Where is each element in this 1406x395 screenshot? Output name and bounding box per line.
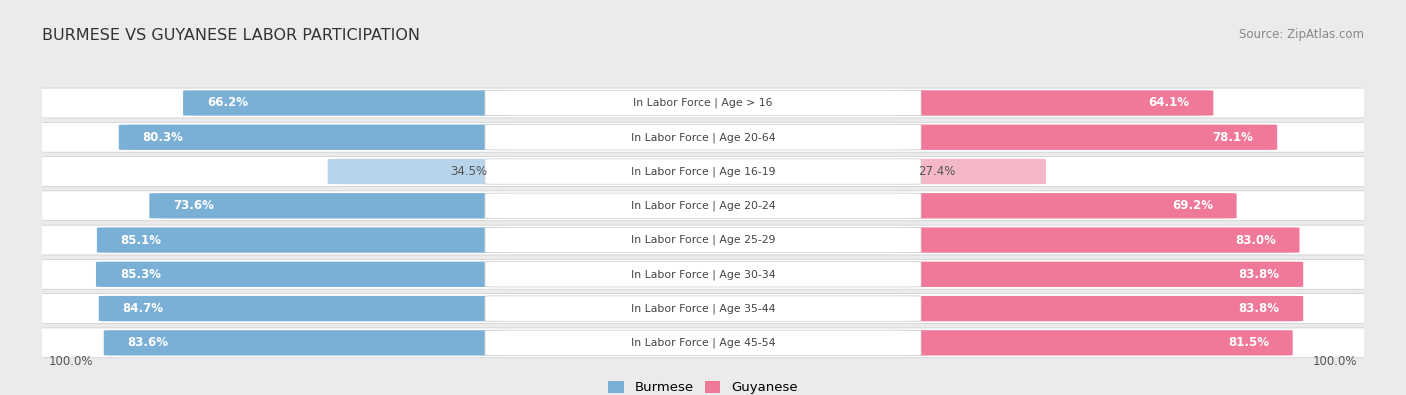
Text: 27.4%: 27.4%	[918, 165, 956, 178]
FancyBboxPatch shape	[485, 261, 921, 287]
FancyBboxPatch shape	[30, 88, 1376, 118]
Text: 83.8%: 83.8%	[1239, 268, 1279, 281]
FancyBboxPatch shape	[894, 261, 1303, 287]
FancyBboxPatch shape	[485, 228, 921, 253]
FancyBboxPatch shape	[485, 296, 921, 321]
FancyBboxPatch shape	[894, 228, 1299, 253]
Text: In Labor Force | Age 25-29: In Labor Force | Age 25-29	[631, 235, 775, 245]
Text: 81.5%: 81.5%	[1227, 336, 1268, 349]
FancyBboxPatch shape	[485, 159, 921, 184]
Text: In Labor Force | Age 30-34: In Labor Force | Age 30-34	[631, 269, 775, 280]
FancyBboxPatch shape	[894, 193, 1237, 218]
Text: 78.1%: 78.1%	[1212, 131, 1253, 144]
Text: 83.8%: 83.8%	[1239, 302, 1279, 315]
FancyBboxPatch shape	[30, 260, 1376, 289]
Text: 66.2%: 66.2%	[207, 96, 247, 109]
Text: 100.0%: 100.0%	[49, 355, 93, 368]
FancyBboxPatch shape	[328, 159, 512, 184]
FancyBboxPatch shape	[30, 293, 1376, 324]
Text: 84.7%: 84.7%	[122, 302, 163, 315]
Text: 83.6%: 83.6%	[128, 336, 169, 349]
FancyBboxPatch shape	[96, 261, 512, 287]
FancyBboxPatch shape	[30, 122, 1376, 152]
FancyBboxPatch shape	[98, 296, 512, 321]
Text: Source: ZipAtlas.com: Source: ZipAtlas.com	[1239, 28, 1364, 41]
Text: 83.0%: 83.0%	[1234, 233, 1275, 246]
Text: 73.6%: 73.6%	[173, 199, 214, 212]
FancyBboxPatch shape	[894, 296, 1303, 321]
FancyBboxPatch shape	[30, 156, 1376, 186]
FancyBboxPatch shape	[30, 191, 1376, 221]
Text: 64.1%: 64.1%	[1149, 96, 1189, 109]
FancyBboxPatch shape	[30, 328, 1376, 358]
FancyBboxPatch shape	[149, 193, 512, 218]
Text: In Labor Force | Age 20-24: In Labor Force | Age 20-24	[631, 201, 775, 211]
Text: In Labor Force | Age 20-64: In Labor Force | Age 20-64	[631, 132, 775, 143]
FancyBboxPatch shape	[485, 90, 921, 116]
Text: In Labor Force | Age 16-19: In Labor Force | Age 16-19	[631, 166, 775, 177]
Text: 69.2%: 69.2%	[1171, 199, 1213, 212]
Text: In Labor Force | Age 45-54: In Labor Force | Age 45-54	[631, 338, 775, 348]
Text: 85.1%: 85.1%	[121, 233, 162, 246]
FancyBboxPatch shape	[894, 159, 1046, 184]
Text: 80.3%: 80.3%	[142, 131, 183, 144]
FancyBboxPatch shape	[183, 90, 512, 116]
Text: BURMESE VS GUYANESE LABOR PARTICIPATION: BURMESE VS GUYANESE LABOR PARTICIPATION	[42, 28, 420, 43]
FancyBboxPatch shape	[30, 225, 1376, 255]
Text: 34.5%: 34.5%	[450, 165, 488, 178]
FancyBboxPatch shape	[118, 124, 512, 150]
Legend: Burmese, Guyanese: Burmese, Guyanese	[603, 376, 803, 395]
FancyBboxPatch shape	[485, 193, 921, 218]
FancyBboxPatch shape	[104, 330, 512, 356]
Text: 100.0%: 100.0%	[1313, 355, 1357, 368]
Text: In Labor Force | Age 35-44: In Labor Force | Age 35-44	[631, 303, 775, 314]
FancyBboxPatch shape	[894, 90, 1213, 116]
FancyBboxPatch shape	[485, 330, 921, 356]
FancyBboxPatch shape	[97, 228, 512, 253]
FancyBboxPatch shape	[894, 124, 1277, 150]
FancyBboxPatch shape	[485, 124, 921, 150]
Text: In Labor Force | Age > 16: In Labor Force | Age > 16	[633, 98, 773, 108]
Text: 85.3%: 85.3%	[120, 268, 160, 281]
FancyBboxPatch shape	[894, 330, 1292, 356]
